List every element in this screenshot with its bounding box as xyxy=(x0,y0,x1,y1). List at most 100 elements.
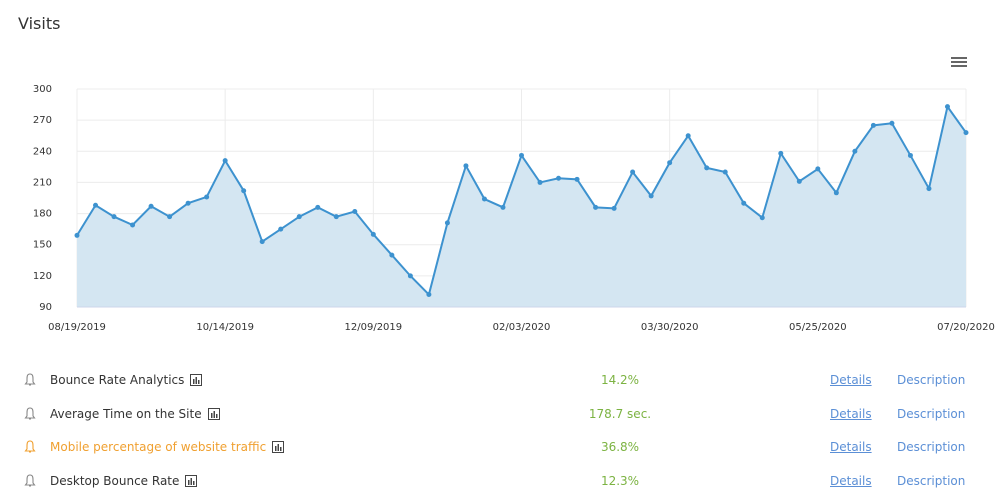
metric-name-text: Desktop Bounce Rate xyxy=(50,473,180,488)
point xyxy=(778,150,784,156)
point xyxy=(685,133,691,139)
point xyxy=(852,148,858,154)
bell-icon[interactable] xyxy=(24,373,36,390)
point xyxy=(815,166,821,172)
details-link[interactable]: Details xyxy=(830,440,872,454)
point xyxy=(407,273,413,279)
bell-glyph xyxy=(24,473,36,487)
x-tick-label: 05/25/2020 xyxy=(789,322,847,333)
point xyxy=(148,203,154,209)
description-link[interactable]: Description xyxy=(897,440,966,454)
bell-glyph xyxy=(24,406,36,420)
metric-name: Desktop Bounce Rate xyxy=(50,473,198,488)
x-tick-label: 07/20/2020 xyxy=(937,322,995,333)
chart-icon[interactable] xyxy=(272,441,285,453)
point xyxy=(333,214,339,220)
point xyxy=(759,215,765,221)
description-link[interactable]: Description xyxy=(897,373,966,387)
metric-name-text: Mobile percentage of website traffic xyxy=(50,440,267,454)
point xyxy=(796,178,802,184)
point xyxy=(296,214,302,220)
metric-value: 36.8% xyxy=(600,440,640,454)
chart-icon[interactable] xyxy=(207,407,220,420)
point xyxy=(519,152,524,158)
point xyxy=(722,169,728,175)
point xyxy=(444,220,450,226)
details-link[interactable]: Details xyxy=(830,373,872,387)
metric-row: Bounce Rate Analytics 14.2% Details Descrip… xyxy=(0,369,1000,393)
details-link[interactable]: Details xyxy=(830,473,872,488)
metric-name: Bounce Rate Analytics xyxy=(50,373,203,387)
metric-row: Mobile percentage of website traffic 36.8… xyxy=(0,436,1000,460)
metric-name-text: Average Time on the Site xyxy=(50,406,202,421)
bell-glyph xyxy=(24,373,36,386)
x-tick-label: 03/30/2020 xyxy=(641,322,699,333)
point xyxy=(278,226,284,232)
chart-title: Visits xyxy=(18,14,61,33)
y-tick-label: 150 xyxy=(33,240,52,251)
point xyxy=(667,160,673,166)
metric-name-text: Bounce Rate Analytics xyxy=(50,373,185,387)
point xyxy=(426,292,432,298)
point xyxy=(630,169,636,175)
chart-icon[interactable] xyxy=(185,474,198,487)
y-tick-label: 180 xyxy=(33,209,52,220)
point xyxy=(556,175,562,181)
point xyxy=(907,152,913,158)
point xyxy=(926,186,932,192)
point xyxy=(833,190,839,196)
metric-name: Average Time on the Site xyxy=(50,407,220,421)
area-fill xyxy=(77,106,966,308)
point xyxy=(130,222,136,228)
bell-icon[interactable] xyxy=(24,473,36,491)
point xyxy=(259,239,265,245)
point xyxy=(500,204,506,210)
bell-icon[interactable] xyxy=(24,440,36,457)
point xyxy=(389,252,395,258)
metric-value: 12.3% xyxy=(600,473,640,488)
point xyxy=(111,214,117,220)
point xyxy=(537,179,543,185)
point xyxy=(944,104,950,110)
point xyxy=(481,196,487,202)
metric-value: 14.2% xyxy=(600,373,640,387)
y-tick-label: 270 xyxy=(33,115,52,126)
point xyxy=(370,231,376,237)
x-tick-label: 08/19/2019 xyxy=(48,322,106,333)
point xyxy=(593,204,599,210)
chart-icon[interactable] xyxy=(190,374,203,386)
details-link[interactable]: Details xyxy=(830,406,872,421)
description-link[interactable]: Description xyxy=(897,473,966,488)
point xyxy=(574,176,580,182)
y-tick-label: 300 xyxy=(33,84,52,95)
point xyxy=(963,130,969,136)
metric-value: 178.7 sec. xyxy=(588,406,652,421)
bell-icon[interactable] xyxy=(24,406,36,424)
metric-row: Average Time on the Site 178.7 sec. Detail… xyxy=(0,403,1000,427)
point xyxy=(741,200,747,206)
y-tick-label: 210 xyxy=(33,177,52,188)
point xyxy=(648,193,654,199)
point xyxy=(870,122,876,128)
point xyxy=(204,194,210,200)
point xyxy=(315,204,321,210)
x-tick-label: 10/14/2019 xyxy=(196,322,254,333)
point xyxy=(889,120,895,126)
metric-row: Desktop Bounce Rate 12.3% Details Descripti… xyxy=(0,470,1000,494)
point xyxy=(463,163,469,169)
point xyxy=(93,202,99,208)
point xyxy=(185,200,191,206)
point xyxy=(222,158,228,164)
point xyxy=(74,232,80,238)
x-tick-label: 12/09/2019 xyxy=(345,322,403,333)
x-tick-label: 02/03/2020 xyxy=(493,322,551,333)
description-link[interactable]: Description xyxy=(897,406,966,421)
y-tick-label: 240 xyxy=(33,146,52,157)
point xyxy=(611,205,617,211)
point xyxy=(704,165,710,171)
point xyxy=(167,214,173,220)
menu-button[interactable] xyxy=(950,55,968,69)
metric-name: Mobile percentage of website traffic xyxy=(50,440,285,454)
y-tick-label: 120 xyxy=(33,271,52,282)
